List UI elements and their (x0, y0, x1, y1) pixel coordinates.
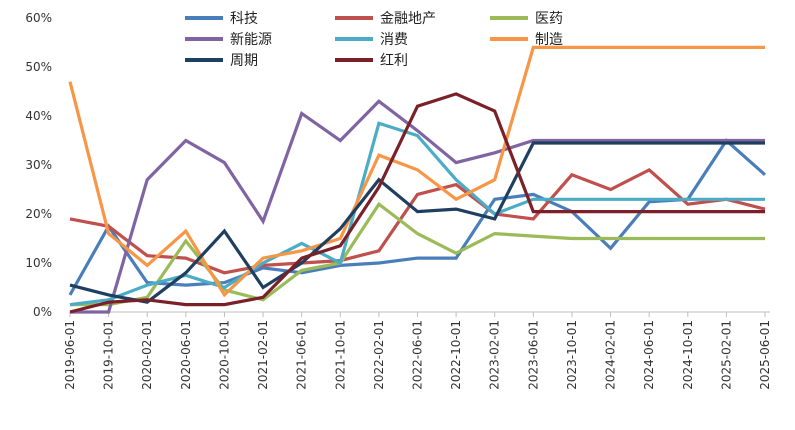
legend-label-5: 制造 (535, 32, 563, 48)
x-tick-label: 2020-10-01 (217, 320, 231, 390)
legend-label-3: 新能源 (230, 32, 272, 48)
x-tick-label: 2025-02-01 (719, 320, 733, 390)
x-tick-label: 2021-02-01 (256, 320, 270, 390)
y-tick-label: 0% (33, 305, 52, 319)
series-line-7 (69, 92, 765, 314)
legend-label-0: 科技 (230, 11, 258, 27)
series-line-6 (69, 141, 765, 304)
y-tick-label: 40% (25, 109, 52, 123)
series-line-2 (70, 201, 765, 307)
legend-label-6: 周期 (230, 53, 258, 69)
series-line-4 (69, 121, 765, 307)
y-tick-label: 50% (25, 60, 52, 74)
x-tick-label: 2023-10-01 (565, 320, 579, 390)
x-tick-label: 2020-02-01 (140, 320, 154, 390)
x-tick-label: 2022-02-01 (372, 320, 386, 390)
legend-label-1: 金融地产 (380, 11, 436, 27)
legend-label-2: 医药 (535, 11, 563, 27)
series-line-5 (68, 45, 765, 298)
x-tick-label: 2022-10-01 (449, 320, 463, 390)
x-tick-label: 2019-10-01 (102, 320, 116, 390)
series-line-1 (69, 167, 766, 275)
x-axis-tick-labels: 2019-06-01 2019-10-01 2020-02-01 2020-06-01… (63, 320, 772, 390)
series-lines (68, 45, 767, 314)
x-tick-label: 2024-06-01 (642, 320, 656, 390)
x-tick-label: 2022-06-01 (411, 320, 425, 390)
y-tick-label: 20% (25, 207, 52, 221)
x-tick-label: 2024-10-01 (681, 320, 695, 390)
y-tick-label: 10% (25, 256, 52, 270)
series-line-0 (68, 138, 767, 296)
y-tick-label: 30% (25, 158, 52, 172)
x-tick-label: 2021-10-01 (333, 320, 347, 390)
x-tick-label: 2024-02-01 (604, 320, 618, 390)
x-tick-label: 2019-06-01 (63, 320, 77, 390)
x-tick-label: 2023-02-01 (488, 320, 502, 390)
x-tick-label: 2020-06-01 (179, 320, 193, 390)
series-line-3 (70, 99, 765, 314)
x-tick-label: 2025-06-01 (758, 320, 772, 390)
legend-label-7: 红利 (380, 53, 408, 69)
x-axis-tick-marks (69, 312, 766, 317)
x-tick-label: 2023-06-01 (526, 320, 540, 390)
y-tick-label: 60% (25, 11, 52, 25)
x-tick-label: 2021-06-01 (295, 320, 309, 390)
y-axis-tick-labels: 0% 10% 20% 30% 40% 50% 60% (25, 11, 52, 319)
legend-label-4: 消费 (380, 32, 408, 48)
